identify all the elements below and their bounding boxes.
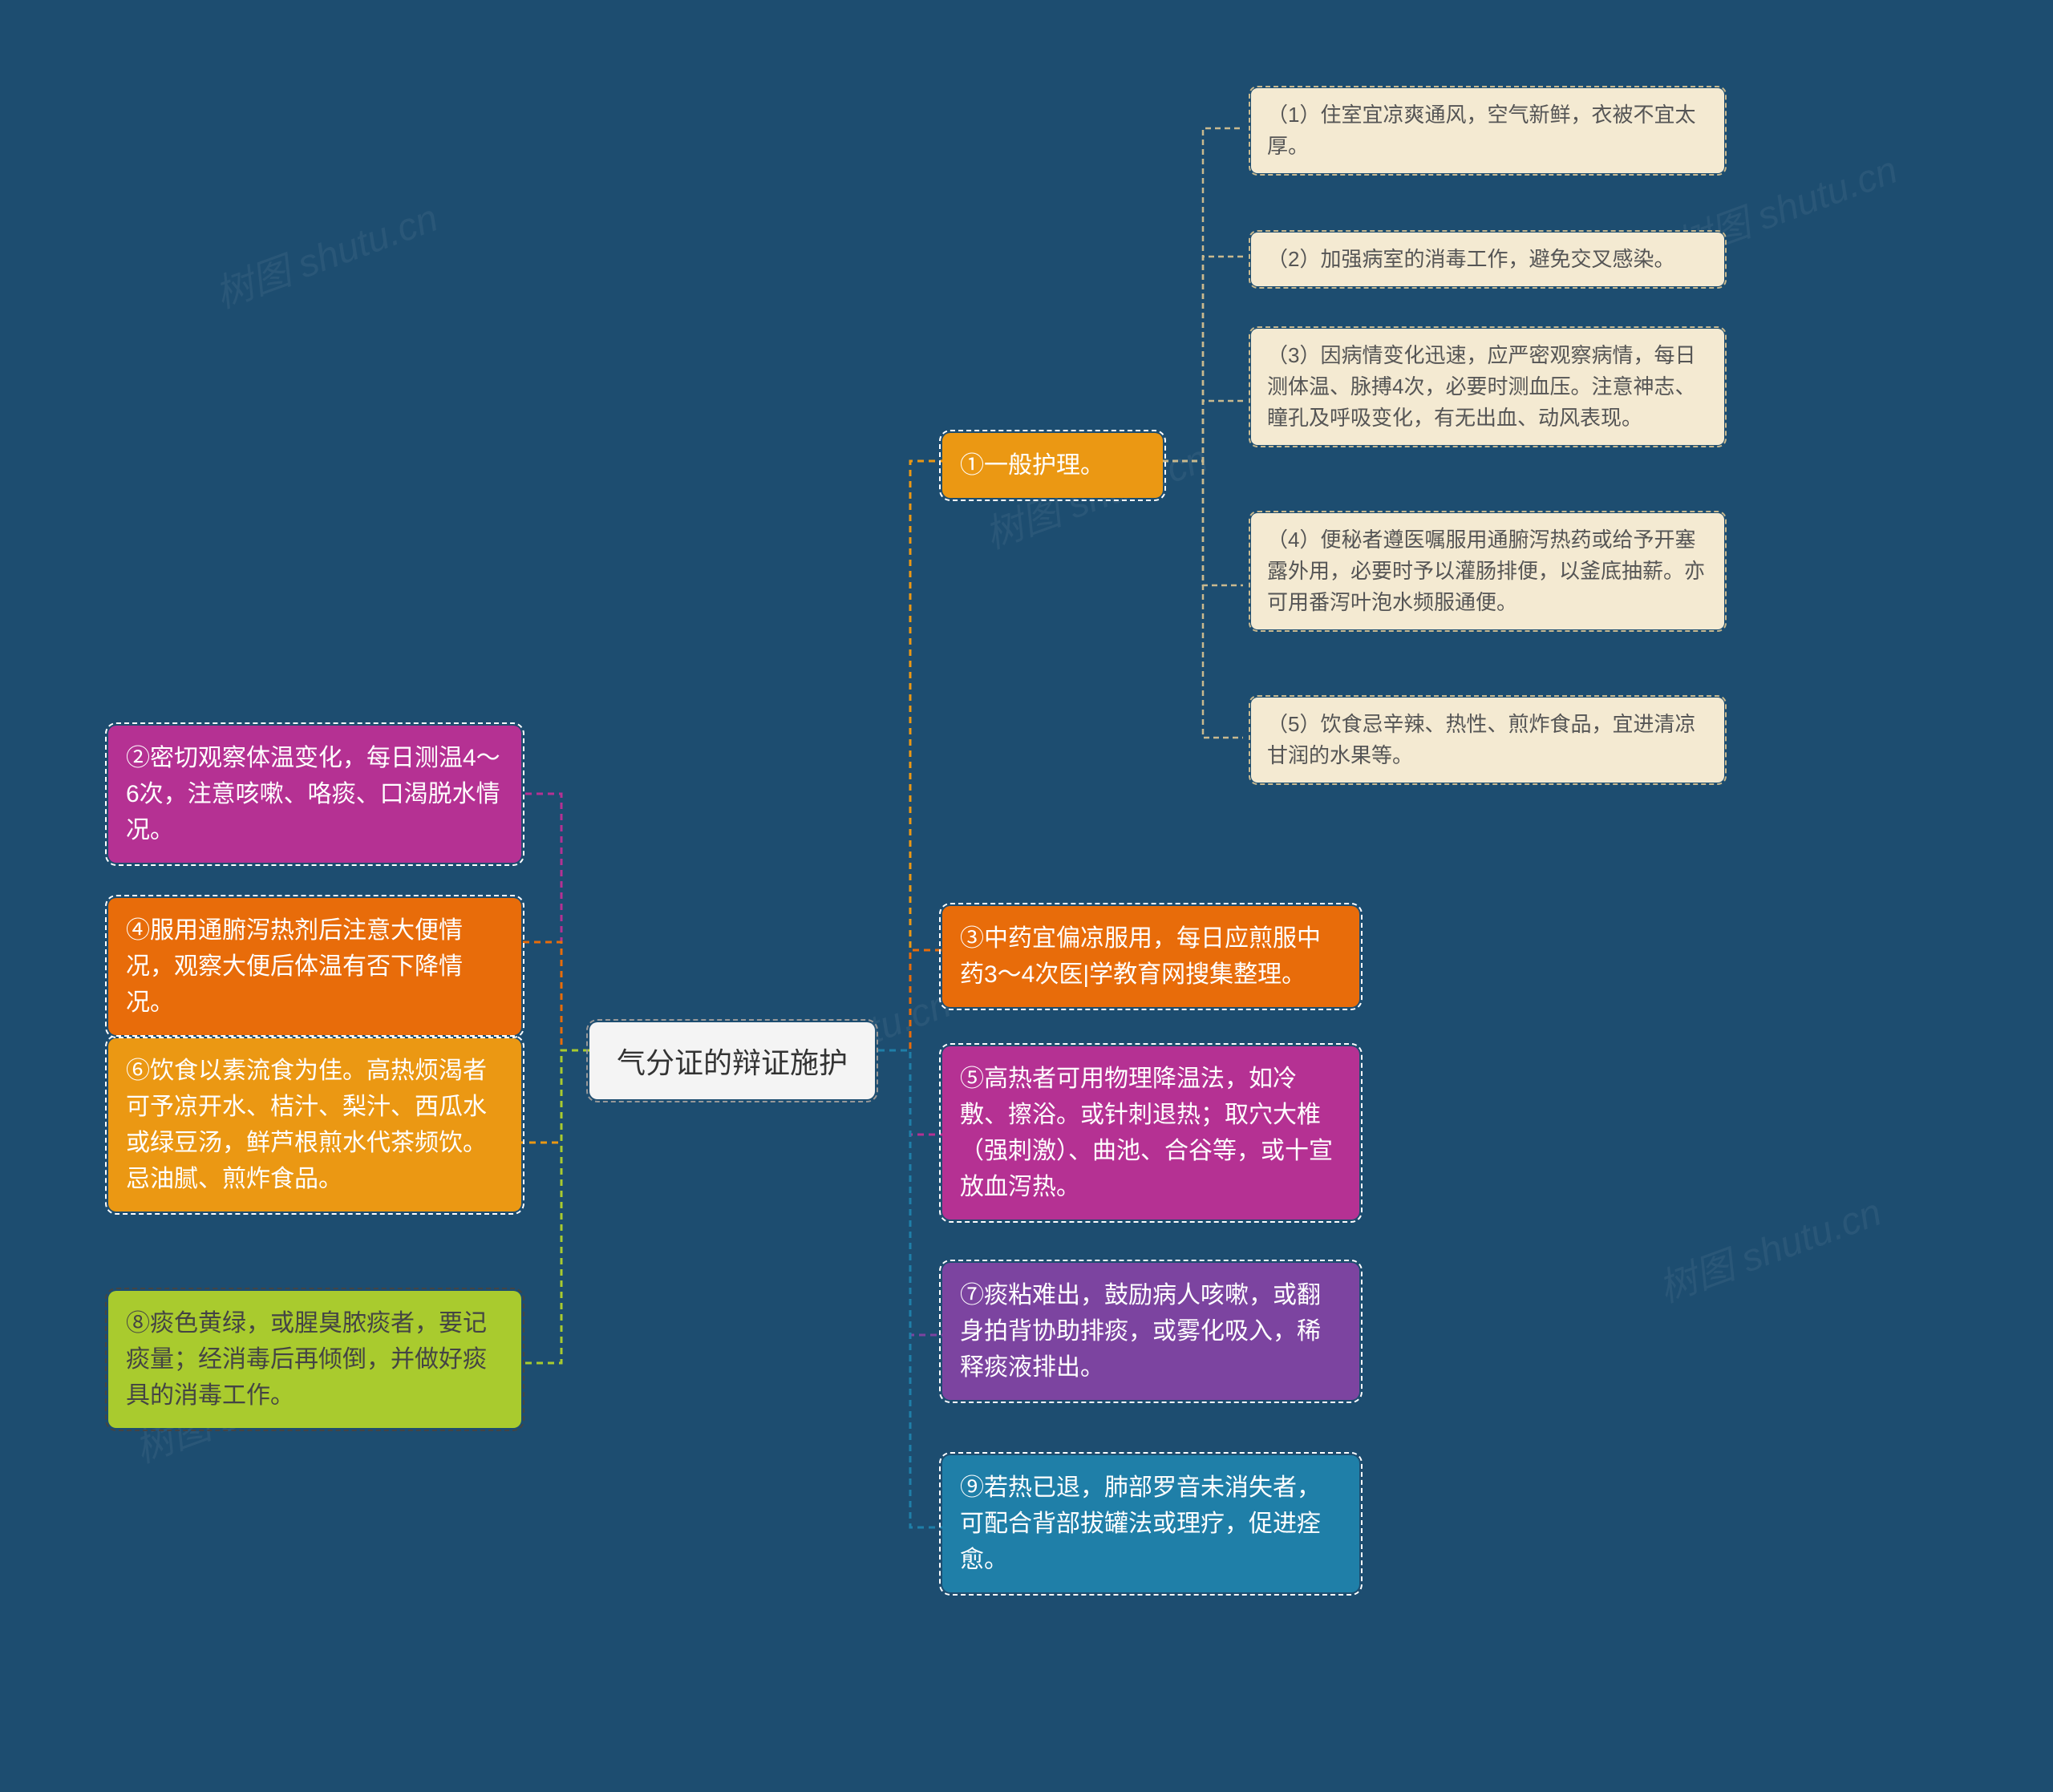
- right-node-5[interactable]: ⑤高热者可用物理降温法，如冷敷、擦浴。或针刺退热；取穴大椎（强刺激）、曲池、合谷…: [942, 1046, 1359, 1220]
- leaf-1-4[interactable]: （4）便秘者遵医嘱服用通腑泻热药或给予开塞露外用，必要时予以灌肠排便，以釜底抽薪…: [1251, 513, 1724, 629]
- mindmap-canvas: 树图 shutu.cn 树图 shutu.cn 树图 shutu.cn 树图 s…: [0, 0, 2053, 1792]
- center-node[interactable]: 气分证的辩证施护: [589, 1022, 875, 1099]
- right-node-3[interactable]: ③中药宜偏凉服用，每日应煎服中药3～4次医|学教育网搜集整理。: [942, 906, 1359, 1007]
- leaf-label: （1）住室宜凉爽通风，空气新鲜，衣被不宜太厚。: [1267, 103, 1695, 158]
- leaf-1-1[interactable]: （1）住室宜凉爽通风，空气新鲜，衣被不宜太厚。: [1251, 88, 1724, 173]
- left-node-4[interactable]: ④服用通腑泻热剂后注意大便情况，观察大便后体温有否下降情况。: [108, 898, 521, 1035]
- right-node-7[interactable]: ⑦痰粘难出，鼓励病人咳嗽，或翻身拍背协助排痰，或雾化吸入，稀释痰液排出。: [942, 1263, 1359, 1400]
- left-node-8[interactable]: ⑧痰色黄绿，或腥臭脓痰者，要记痰量；经消毒后再倾倒，并做好痰具的消毒工作。: [108, 1291, 521, 1428]
- right-node-1[interactable]: ①一般护理。: [942, 433, 1163, 498]
- node-label: ②密切观察体温变化，每日测温4～6次，注意咳嗽、咯痰、口渴脱水情况。: [126, 745, 500, 843]
- leaf-1-2[interactable]: （2）加强病室的消毒工作，避免交叉感染。: [1251, 233, 1724, 286]
- node-label: ⑧痰色黄绿，或腥臭脓痰者，要记痰量；经消毒后再倾倒，并做好痰具的消毒工作。: [126, 1310, 487, 1409]
- node-label: ⑨若热已退，肺部罗音未消失者，可配合背部拔罐法或理疗，促进痊愈。: [960, 1474, 1321, 1573]
- leaf-label: （2）加强病室的消毒工作，避免交叉感染。: [1267, 247, 1674, 271]
- leaf-label: （5）饮食忌辛辣、热性、煎炸食品，宜进清凉甘润的水果等。: [1267, 712, 1695, 767]
- watermark: 树图 shutu.cn: [206, 186, 444, 318]
- node-label: ④服用通腑泻热剂后注意大便情况，观察大便后体温有否下降情况。: [126, 917, 463, 1016]
- node-label: ①一般护理。: [960, 452, 1104, 479]
- right-node-9[interactable]: ⑨若热已退，肺部罗音未消失者，可配合背部拔罐法或理疗，促进痊愈。: [942, 1455, 1359, 1592]
- leaf-label: （4）便秘者遵医嘱服用通腑泻热药或给予开塞露外用，必要时予以灌肠排便，以釜底抽薪…: [1267, 528, 1705, 614]
- watermark: 树图 shutu.cn: [1650, 1180, 1888, 1313]
- left-node-2[interactable]: ②密切观察体温变化，每日测温4～6次，注意咳嗽、咯痰、口渴脱水情况。: [108, 726, 521, 863]
- leaf-1-3[interactable]: （3）因病情变化迅速，应严密观察病情，每日测体温、脉搏4次，必要时测血压。注意神…: [1251, 329, 1724, 445]
- node-label: ⑦痰粘难出，鼓励病人咳嗽，或翻身拍背协助排痰，或雾化吸入，稀释痰液排出。: [960, 1282, 1321, 1381]
- left-node-6[interactable]: ⑥饮食以素流食为佳。高热烦渴者可予凉开水、桔汁、梨汁、西瓜水或绿豆汤，鲜芦根煎水…: [108, 1038, 521, 1212]
- node-label: ⑥饮食以素流食为佳。高热烦渴者可予凉开水、桔汁、梨汁、西瓜水或绿豆汤，鲜芦根煎水…: [126, 1058, 487, 1192]
- node-label: ⑤高热者可用物理降温法，如冷敷、擦浴。或针刺退热；取穴大椎（强刺激）、曲池、合谷…: [960, 1066, 1333, 1200]
- leaf-1-5[interactable]: （5）饮食忌辛辣、热性、煎炸食品，宜进清凉甘润的水果等。: [1251, 698, 1724, 783]
- leaf-label: （3）因病情变化迅速，应严密观察病情，每日测体温、脉搏4次，必要时测血压。注意神…: [1267, 343, 1695, 430]
- node-label: ③中药宜偏凉服用，每日应煎服中药3～4次医|学教育网搜集整理。: [960, 925, 1321, 988]
- center-label: 气分证的辩证施护: [617, 1046, 848, 1079]
